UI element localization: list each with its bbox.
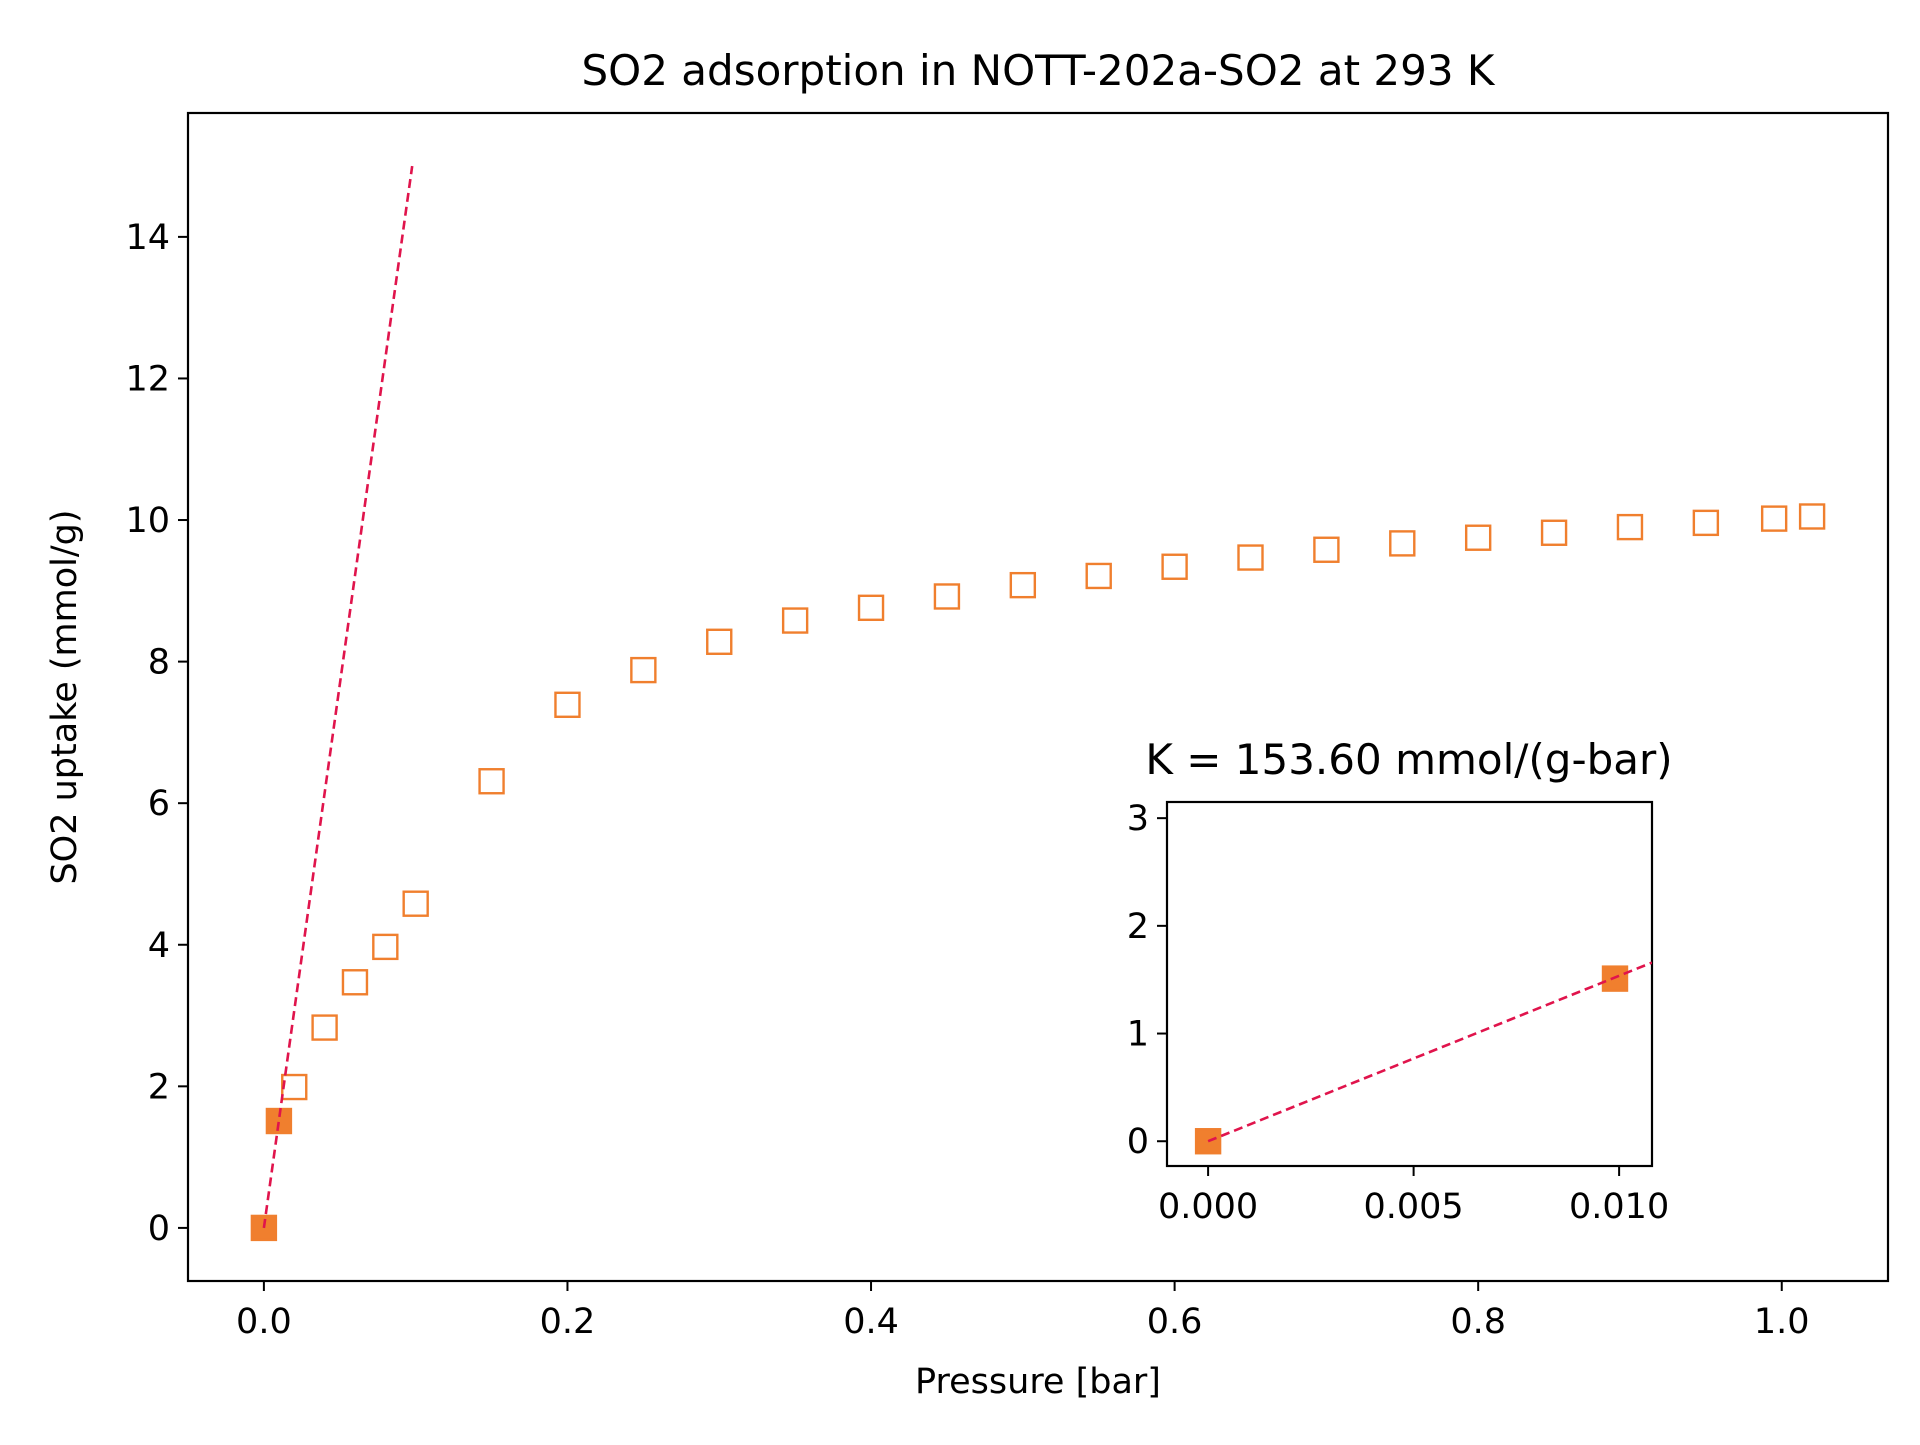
main-open-point (1389, 530, 1416, 557)
main-open-point (933, 583, 961, 610)
main-open-point (341, 969, 369, 996)
main-open-point (1540, 519, 1568, 546)
main-open-point (281, 1073, 308, 1101)
main-open-point (1237, 544, 1264, 571)
main-y-tick-label: 4 (148, 926, 170, 966)
main-open-point (554, 691, 581, 718)
inset-x-tick-label: 0.005 (1364, 1187, 1464, 1227)
main-open-point (857, 594, 885, 622)
main-open-point (1313, 536, 1340, 563)
main-fit-line (262, 165, 414, 1229)
inset-x-tick-label: 0.000 (1158, 1187, 1258, 1227)
inset-y-tick-label: 2 (1127, 907, 1149, 947)
main-y-tick-label: 6 (148, 784, 170, 824)
main-y-tick-label: 14 (125, 218, 170, 258)
main-y-tick-label: 2 (148, 1067, 170, 1107)
main-open-point (372, 933, 399, 961)
inset-title: K = 153.60 mmol/(g-bar) (1145, 735, 1672, 784)
main-title: SO2 adsorption in NOTT-202a-SO2 at 293 K (582, 46, 1496, 95)
main-open-point (1085, 562, 1112, 590)
main-open-point (781, 607, 809, 634)
main-open-point (311, 1014, 338, 1041)
main-x-tick-label: 0.8 (1450, 1302, 1506, 1342)
main-y-tick-label: 8 (148, 643, 170, 683)
main-open-point (1161, 553, 1188, 580)
inset-y-tick-label: 1 (1127, 1015, 1149, 1055)
main-y-tick-label: 10 (125, 501, 170, 541)
main-x-tick-label: 0.0 (236, 1302, 292, 1342)
main-y-tick-label: 0 (148, 1209, 170, 1249)
main-x-axis-label: Pressure [bar] (915, 1362, 1161, 1402)
inset-y-tick-label: 3 (1127, 799, 1149, 839)
main-x-tick-label: 1.0 (1754, 1302, 1810, 1342)
main-x-tick-label: 0.4 (843, 1302, 899, 1342)
main-open-point (402, 890, 429, 917)
main-open-point (706, 628, 733, 655)
main-open-point (1760, 505, 1788, 532)
inset-filled-point (1194, 1128, 1222, 1155)
main-open-point (1616, 513, 1644, 541)
inset-axes-frame (1165, 800, 1654, 1168)
main-y-tick-label: 12 (125, 359, 170, 399)
inset-fit-line (1207, 961, 1652, 1143)
main-open-point (1798, 503, 1826, 530)
inset-plot: 0.000 0.005 0.010 0 1 2 3 K = 153.60 mmol/(g-ba… (1127, 735, 1673, 1227)
main-open-point (1009, 571, 1037, 599)
main-open-point (1464, 524, 1492, 551)
main-x-tick-label: 0.2 (540, 1302, 596, 1342)
main-open-point (630, 656, 657, 684)
main-x-tick-label: 0.6 (1147, 1302, 1203, 1342)
main-axes-frame (186, 111, 1890, 1283)
inset-y-tick-label: 0 (1127, 1122, 1149, 1162)
main-open-point (478, 768, 505, 795)
main-open-point (1692, 509, 1720, 537)
main-y-axis-label: SO2 uptake (mmol/g) (45, 509, 85, 884)
inset-x-tick-label: 0.010 (1569, 1187, 1669, 1227)
